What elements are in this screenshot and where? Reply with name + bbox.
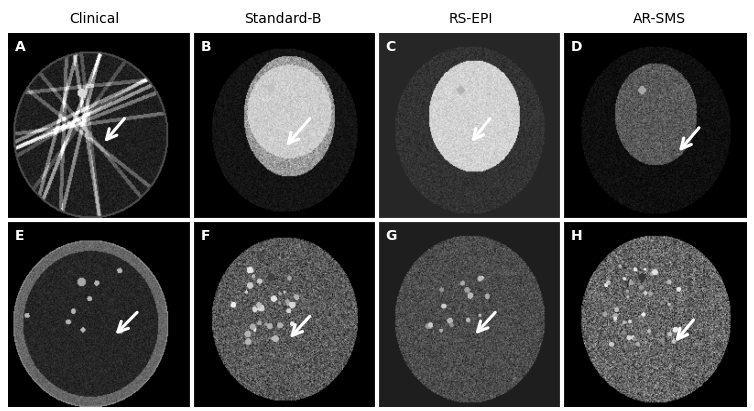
Text: Standard-B: Standard-B — [244, 12, 321, 26]
Text: Clinical: Clinical — [69, 12, 119, 26]
Text: H: H — [571, 229, 583, 243]
Text: A: A — [15, 40, 26, 54]
Text: G: G — [386, 229, 397, 243]
Text: D: D — [571, 40, 583, 54]
Text: F: F — [201, 229, 210, 243]
Text: B: B — [201, 40, 211, 54]
Text: RS-EPI: RS-EPI — [449, 12, 493, 26]
Text: AR-SMS: AR-SMS — [633, 12, 686, 26]
Text: E: E — [15, 229, 24, 243]
Text: C: C — [386, 40, 396, 54]
